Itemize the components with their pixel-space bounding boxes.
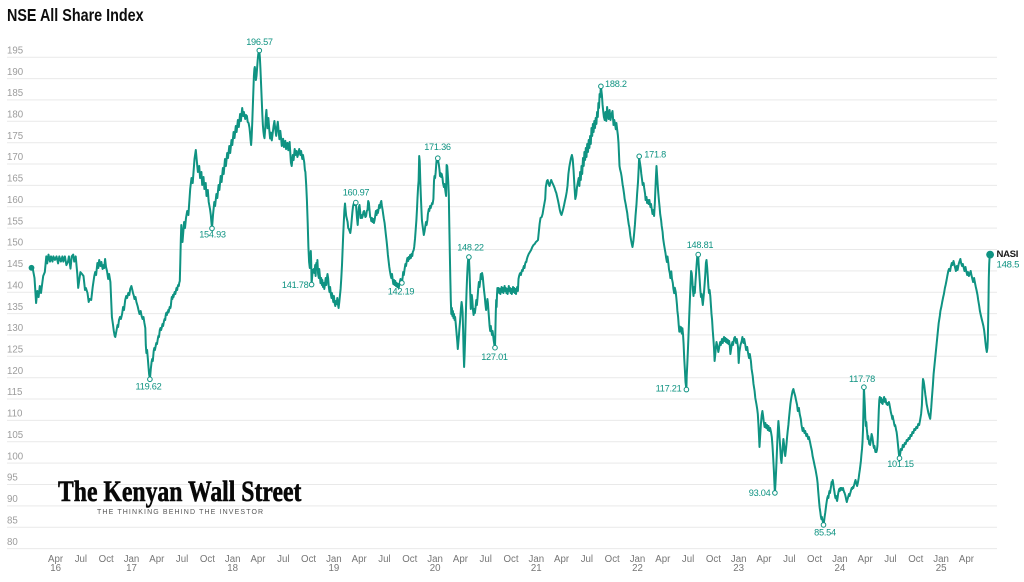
svg-text:Jan: Jan: [731, 554, 747, 565]
svg-text:135: 135: [7, 302, 23, 313]
svg-text:Jan: Jan: [832, 554, 848, 565]
svg-text:Jul: Jul: [176, 554, 188, 565]
svg-text:180: 180: [7, 110, 24, 121]
svg-text:Jul: Jul: [277, 554, 289, 565]
svg-text:142.19: 142.19: [388, 287, 415, 297]
svg-text:120: 120: [7, 366, 24, 377]
svg-text:23: 23: [733, 563, 744, 574]
svg-text:24: 24: [835, 563, 846, 574]
svg-text:154.93: 154.93: [199, 229, 226, 239]
svg-text:93.04: 93.04: [749, 488, 771, 498]
svg-text:185: 185: [7, 88, 23, 99]
svg-text:188.2: 188.2: [605, 79, 627, 89]
svg-text:Oct: Oct: [99, 554, 114, 565]
svg-text:Oct: Oct: [908, 554, 923, 565]
svg-text:145: 145: [7, 259, 23, 270]
svg-text:20: 20: [430, 563, 441, 574]
svg-text:115: 115: [7, 387, 22, 398]
svg-text:Jan: Jan: [124, 554, 140, 565]
svg-text:Jan: Jan: [326, 554, 342, 565]
svg-text:140: 140: [7, 280, 24, 291]
svg-text:141.78: 141.78: [282, 280, 309, 290]
svg-text:Jul: Jul: [378, 554, 390, 565]
svg-text:Jan: Jan: [630, 554, 646, 565]
svg-text:171.8: 171.8: [644, 150, 666, 160]
svg-text:22: 22: [632, 563, 643, 574]
svg-text:Apr: Apr: [959, 554, 975, 565]
svg-text:Jan: Jan: [528, 554, 544, 565]
svg-text:Oct: Oct: [605, 554, 620, 565]
svg-text:Apr: Apr: [250, 554, 266, 565]
svg-text:Jul: Jul: [480, 554, 492, 565]
svg-text:17: 17: [126, 563, 137, 574]
svg-text:130: 130: [7, 323, 24, 334]
svg-text:119.62: 119.62: [136, 382, 162, 392]
svg-text:NASI: NASI: [997, 249, 1019, 260]
svg-text:Oct: Oct: [301, 554, 316, 565]
svg-text:90: 90: [7, 494, 18, 505]
svg-text:148.81: 148.81: [687, 240, 714, 250]
svg-text:Apr: Apr: [48, 554, 64, 565]
svg-text:175: 175: [7, 131, 23, 142]
svg-text:95: 95: [7, 473, 18, 484]
svg-text:165: 165: [7, 174, 23, 185]
svg-text:Jan: Jan: [427, 554, 443, 565]
svg-text:196.57: 196.57: [246, 37, 273, 47]
svg-text:160.97: 160.97: [343, 187, 370, 197]
svg-text:Jul: Jul: [884, 554, 896, 565]
svg-text:127.01: 127.01: [481, 352, 508, 362]
svg-text:Apr: Apr: [453, 554, 469, 565]
svg-text:Apr: Apr: [554, 554, 570, 565]
svg-text:110: 110: [7, 409, 23, 420]
svg-text:Jan: Jan: [225, 554, 241, 565]
svg-text:Jul: Jul: [581, 554, 593, 565]
svg-text:Oct: Oct: [706, 554, 721, 565]
svg-text:Oct: Oct: [807, 554, 822, 565]
svg-text:100: 100: [7, 451, 24, 462]
svg-text:Oct: Oct: [402, 554, 417, 565]
svg-text:Apr: Apr: [756, 554, 772, 565]
svg-text:Oct: Oct: [200, 554, 215, 565]
svg-text:Jul: Jul: [783, 554, 795, 565]
svg-text:160: 160: [7, 195, 24, 206]
svg-text:19: 19: [329, 563, 340, 574]
svg-text:18: 18: [227, 563, 238, 574]
svg-text:85.54: 85.54: [814, 528, 836, 538]
svg-text:80: 80: [7, 537, 18, 548]
svg-text:190: 190: [7, 67, 24, 78]
svg-text:170: 170: [7, 152, 24, 163]
svg-text:171.36: 171.36: [424, 142, 451, 152]
svg-text:117.21: 117.21: [656, 384, 682, 394]
svg-text:101.15: 101.15: [887, 459, 914, 469]
svg-text:Apr: Apr: [149, 554, 165, 565]
svg-text:117.78: 117.78: [849, 374, 875, 384]
svg-text:195: 195: [7, 45, 23, 56]
svg-text:148.22: 148.22: [457, 243, 484, 253]
svg-text:Apr: Apr: [655, 554, 671, 565]
svg-text:Jul: Jul: [682, 554, 694, 565]
svg-text:16: 16: [50, 563, 61, 574]
svg-text:21: 21: [531, 563, 542, 574]
svg-text:105: 105: [7, 430, 23, 441]
svg-text:Apr: Apr: [352, 554, 368, 565]
svg-text:155: 155: [7, 216, 23, 227]
svg-text:85: 85: [7, 515, 18, 526]
svg-text:148.5: 148.5: [997, 260, 1020, 271]
svg-text:150: 150: [7, 238, 24, 249]
svg-text:Apr: Apr: [858, 554, 874, 565]
svg-text:125: 125: [7, 345, 23, 356]
svg-text:Jan: Jan: [933, 554, 949, 565]
svg-text:Jul: Jul: [75, 554, 87, 565]
svg-text:Oct: Oct: [503, 554, 518, 565]
svg-text:25: 25: [936, 563, 947, 574]
